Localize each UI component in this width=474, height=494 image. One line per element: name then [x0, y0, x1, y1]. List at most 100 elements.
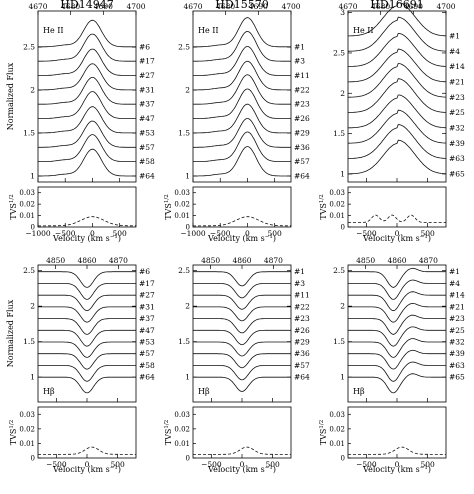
- x-label-end: ): [273, 465, 276, 474]
- spectrum-line: [193, 131, 291, 162]
- tvs-tick-label: 0.02: [19, 201, 35, 209]
- x-axis-label: Velocity (km s−1): [207, 234, 276, 243]
- wavelength-tick-label: 4850: [356, 256, 375, 265]
- spectrum-label: #3: [294, 279, 305, 288]
- y-tick-label: 1.5: [23, 337, 35, 346]
- spectrum-line: [38, 134, 136, 162]
- x-tick-label: 500: [113, 229, 128, 238]
- y-tick-label: 2.5: [333, 266, 345, 275]
- x-tick-label: −1000: [25, 229, 51, 238]
- spectrum-label: #11: [294, 291, 310, 300]
- spectrum-label: #36: [294, 349, 310, 358]
- spectrum-label: #65: [449, 169, 465, 178]
- y-tick-label: 1: [340, 169, 345, 178]
- tvs-label-exponent: 1/2: [319, 194, 325, 203]
- tvs-curve: [348, 214, 446, 223]
- tvs-axis-label: TVS1/2: [164, 194, 173, 219]
- x-tick-label: 500: [420, 460, 435, 469]
- wavelength-tick-label: 4670: [28, 2, 47, 11]
- tvs-tick-label: 0: [31, 455, 35, 463]
- x-tick-label: −500: [201, 460, 222, 469]
- spectrum-label: #36: [294, 143, 310, 152]
- spectrum-line: [193, 329, 291, 346]
- x-label-end: ): [428, 465, 431, 474]
- y-tick-label: 2: [340, 89, 345, 98]
- tvs-label-exponent: 1/2: [319, 420, 325, 429]
- spectrum-label: #47: [139, 114, 155, 123]
- tvs-tick-label: 0.02: [174, 201, 190, 209]
- spectrum-label: #53: [139, 128, 155, 137]
- spectrum-label: #53: [139, 338, 155, 347]
- spectrum-line: [193, 88, 291, 119]
- spectrum-line: [193, 341, 291, 357]
- tvs-label-text: TVS: [9, 203, 18, 220]
- panel-title: HD15570: [215, 0, 268, 11]
- spectrum-line: [38, 106, 136, 134]
- spectrum-line: [38, 329, 136, 347]
- y-tick-label: 1: [185, 373, 190, 382]
- x-tick-label: 0: [240, 460, 245, 469]
- spectrum-label: #23: [449, 93, 465, 102]
- spectrum-label: #39: [449, 139, 465, 148]
- x-axis-label: Velocity (km s−1): [207, 465, 276, 474]
- spectrum-line: [38, 294, 136, 312]
- spectrum-label: #22: [294, 85, 310, 94]
- spectrum-line: [193, 60, 291, 91]
- spectrum-line: [193, 294, 291, 310]
- spectrum-line: [348, 326, 446, 347]
- x-tick-label: 500: [268, 229, 283, 238]
- tvs-label-text: TVS: [9, 429, 18, 446]
- spectrum-label: #39: [449, 349, 465, 358]
- tvs-label-text: TVS: [164, 429, 173, 446]
- y-tick-label: 1.5: [23, 129, 35, 138]
- spectrum-label: #14: [449, 291, 465, 300]
- spectrum-label: #37: [139, 100, 155, 109]
- spectrum-label: #65: [449, 373, 465, 382]
- spectrum-line: [348, 2, 446, 37]
- tvs-label-exponent: 1/2: [164, 420, 170, 429]
- spectrum-label: #27: [139, 291, 155, 300]
- x-label-text: Velocity (km s: [52, 234, 110, 243]
- spectrum-line: [38, 19, 136, 48]
- wavelength-tick-label: 4690: [404, 2, 423, 11]
- spectrum-line: [348, 361, 446, 382]
- tvs-axis-label: TVS1/2: [9, 194, 18, 219]
- tvs-label-exponent: 1/2: [9, 420, 15, 429]
- spectrum-label: #57: [139, 349, 155, 358]
- y-tick-label: 2.5: [178, 266, 190, 275]
- wavelength-tick-label: 4690: [94, 2, 113, 11]
- spectrum-label: #57: [139, 143, 155, 152]
- x-tick-label: 0: [395, 460, 400, 469]
- spectrum-line: [38, 63, 136, 91]
- spectrum-line: [193, 283, 291, 299]
- wavelength-tick-label: 4670: [338, 2, 357, 11]
- spectra-frame: [37, 10, 137, 183]
- tvs-label-text: TVS: [164, 203, 173, 220]
- tvs-tick-label: 0: [341, 455, 345, 463]
- spectrum-line: [193, 306, 291, 322]
- wavelength-tick-label: 4870: [109, 256, 128, 265]
- x-label-exponent: −1: [265, 234, 273, 240]
- x-tick-label: 500: [420, 229, 435, 238]
- y-tick-label: 1: [340, 373, 345, 382]
- spectrum-line: [348, 338, 446, 358]
- panel-title: HD14947: [60, 0, 113, 11]
- tvs-frame: [37, 406, 137, 459]
- spectrum-label: #26: [294, 326, 310, 335]
- spectrum-label: #21: [449, 302, 465, 311]
- spectrum-label: #25: [449, 326, 465, 335]
- x-label-text: Velocity (km s: [362, 465, 420, 474]
- x-label-text: Velocity (km s: [52, 465, 110, 474]
- spectrum-label: #31: [139, 302, 155, 311]
- tvs-label-text: TVS: [319, 429, 328, 446]
- x-label-end: ): [118, 465, 121, 474]
- spectrum-label: #64: [139, 171, 155, 180]
- spectrum-label: #1: [449, 267, 460, 276]
- x-tick-label: −500: [356, 460, 377, 469]
- spectrum-line: [38, 318, 136, 335]
- y-tick-label: 1: [30, 373, 35, 382]
- spectrum-line: [193, 74, 291, 105]
- spectrum-label: #31: [139, 85, 155, 94]
- spectral-line-label: He II: [198, 26, 219, 35]
- spectrum-line: [38, 283, 136, 300]
